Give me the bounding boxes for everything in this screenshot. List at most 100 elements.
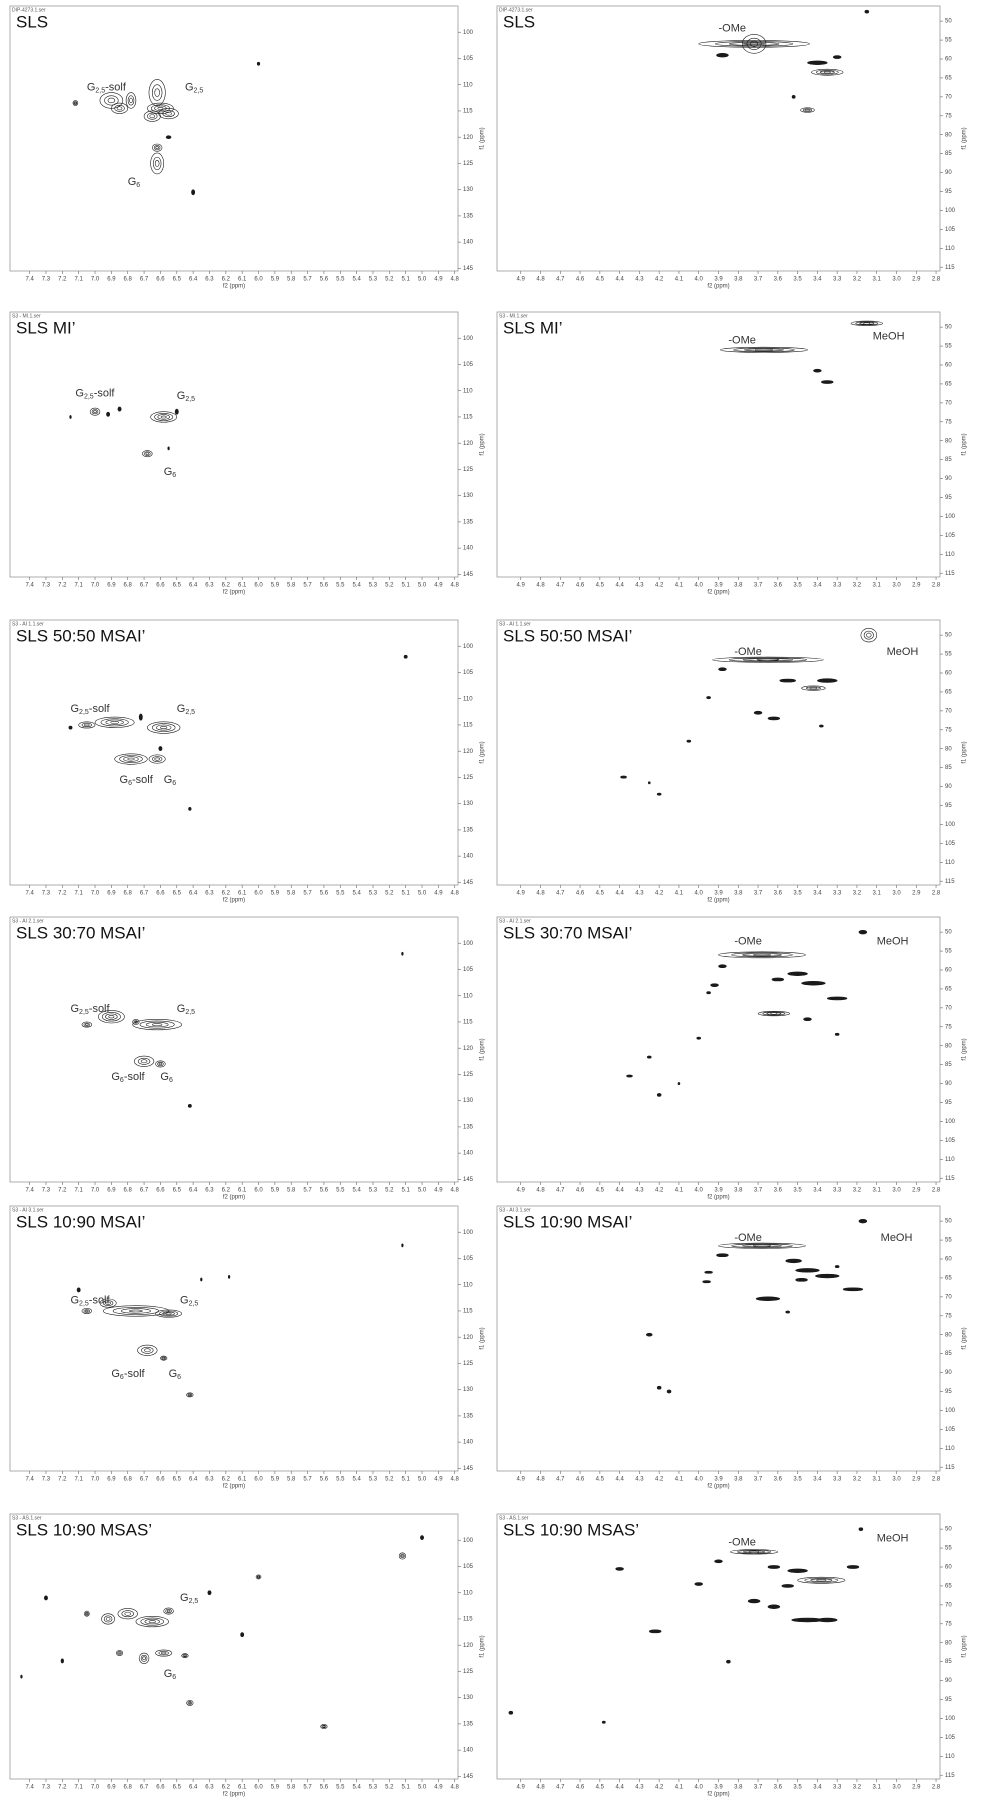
x-tick-label: 5.8 [287, 583, 296, 589]
y-tick-label: 65 [945, 1276, 952, 1282]
contour-ring [69, 415, 72, 419]
contour-ring [626, 1074, 633, 1078]
x-tick-label: 6.0 [254, 277, 263, 283]
peak [834, 1265, 840, 1269]
y-tick-label: 130 [463, 493, 474, 499]
peak [147, 721, 181, 734]
x-tick-label: 5.8 [287, 1477, 296, 1483]
y-tick-label: 65 [945, 987, 952, 993]
x-tick-label: 3.7 [754, 1785, 763, 1791]
contour-ring [156, 724, 172, 731]
x-tick-label: 6.7 [140, 1477, 149, 1483]
y-tick-label: 110 [463, 993, 473, 999]
x-tick-label: 5.9 [271, 1188, 280, 1194]
contour-ring [256, 1575, 261, 1579]
contour-ring [742, 42, 766, 45]
peak [255, 1574, 262, 1580]
annotation: -OMe [734, 646, 762, 658]
x-tick-label: 4.2 [655, 1785, 664, 1791]
y-tick-label: 105 [463, 967, 474, 973]
panel-title: SLS 10:90 MSAS’ [503, 1520, 639, 1539]
annotation: G2,5 [180, 1592, 198, 1605]
contour-ring [160, 726, 168, 730]
contour-ring [816, 1579, 827, 1582]
contour-ring [787, 971, 808, 976]
y-tick-label: 100 [463, 336, 474, 342]
x-tick-label: 6.0 [254, 891, 263, 897]
x-tick-label: 5.3 [369, 1477, 378, 1483]
annotation: G2,5-solf [87, 81, 127, 94]
y-tick-label: 115 [945, 571, 955, 577]
peak [186, 1699, 194, 1706]
contour-ring [139, 1020, 175, 1029]
contour-ring [129, 97, 133, 104]
contour-ring [137, 1344, 158, 1356]
peak [403, 654, 408, 659]
peak [858, 929, 868, 935]
y-tick-label: 145 [463, 1177, 474, 1183]
contour-ring [860, 628, 878, 643]
peak [508, 1710, 514, 1715]
y-tick-label: 110 [945, 1157, 955, 1163]
plot-frame [496, 916, 941, 1183]
contour-ring [656, 792, 662, 796]
contour-ring [162, 1357, 165, 1360]
contour-ring [145, 452, 150, 455]
x-tick-label: 4.3 [635, 1188, 644, 1194]
contour-ring [162, 110, 175, 118]
x-tick-label: 5.3 [369, 891, 378, 897]
panel-title: SLS 30:70 MSAI’ [16, 923, 145, 942]
contour-ring [85, 1611, 89, 1616]
peak [151, 143, 163, 152]
x-tick-label: 3.7 [754, 891, 763, 897]
x-tick-label: 7.3 [42, 1785, 51, 1791]
annotation: G2,5-solf [70, 1294, 110, 1307]
annotation: G2,5 [177, 703, 195, 716]
annotation-subscript: 2,5 [79, 1300, 89, 1307]
contour-ring [187, 1701, 193, 1705]
peak [72, 100, 79, 107]
annotation-base: -OMe [734, 936, 762, 948]
y-tick-label: 55 [945, 652, 952, 658]
x-tick-label: 3.9 [714, 1477, 723, 1483]
x-tick-label: 2.8 [932, 1188, 941, 1194]
contour-ring [81, 722, 93, 728]
contour-ring [746, 37, 762, 50]
contour-ring [726, 1659, 731, 1664]
y-tick-label: 130 [463, 1387, 474, 1393]
x-tick-label: 4.9 [434, 1188, 443, 1194]
contour-ring [145, 1021, 169, 1028]
peak [601, 1720, 606, 1724]
y-tick-label: 110 [945, 552, 955, 558]
x-tick-label: 6.6 [156, 583, 165, 589]
y-tick-label: 85 [945, 457, 952, 463]
peak [706, 696, 711, 700]
x-tick-label: 5.1 [402, 1785, 411, 1791]
contour-ring [819, 70, 835, 74]
y-tick-label: 95 [945, 1100, 952, 1106]
x-tick-label: 2.9 [912, 1785, 921, 1791]
x-tick-label: 3.7 [754, 1188, 763, 1194]
x-tick-label: 3.2 [853, 1785, 862, 1791]
contour-ring [834, 1032, 840, 1036]
contour-ring [138, 1652, 150, 1664]
contour-ring [165, 1312, 172, 1315]
contour-ring [815, 1273, 840, 1279]
x-tick-label: 3.2 [853, 1477, 862, 1483]
contour-ring [166, 1609, 171, 1613]
x-tick-label: 7.1 [74, 277, 83, 283]
peak [860, 628, 878, 643]
file-name: S3 - AS.1.ser [499, 1515, 529, 1521]
x-tick-label: 4.7 [556, 1785, 565, 1791]
y-tick-label: 120 [463, 1335, 474, 1341]
x-tick-label: 5.5 [336, 583, 345, 589]
x-tick-label: 6.5 [173, 277, 182, 283]
y-tick-label: 50 [945, 1219, 952, 1225]
contour-ring [615, 1567, 624, 1571]
annotation-suffix: -solf [105, 81, 127, 93]
contour-ring [803, 108, 812, 112]
annotation-base: G [128, 176, 137, 188]
x-tick-label: 2.9 [912, 891, 921, 897]
x-tick-label: 3.4 [813, 891, 822, 897]
